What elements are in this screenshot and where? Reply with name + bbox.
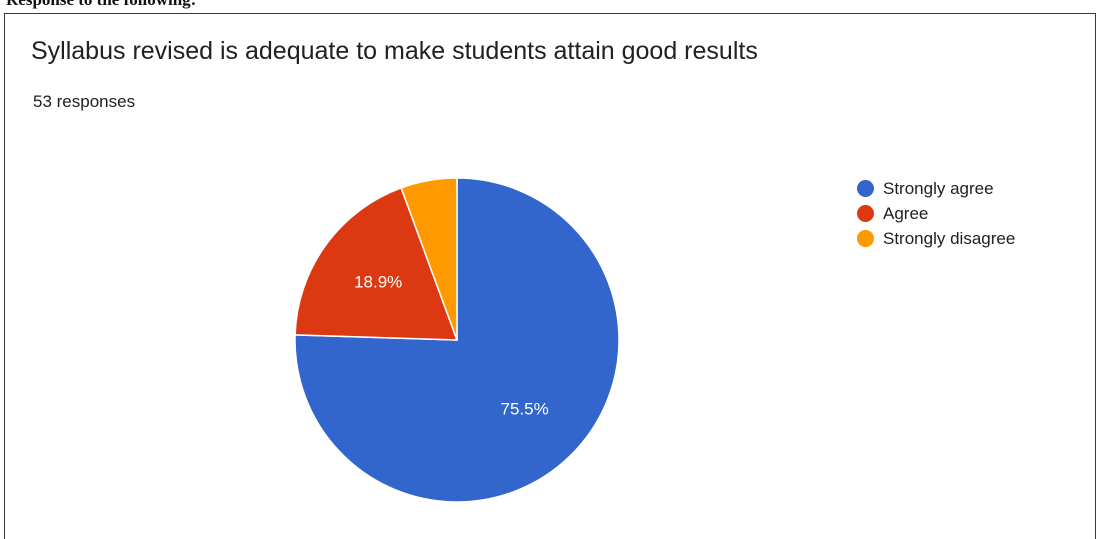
slice-label-strongly-agree: 75.5% xyxy=(500,399,548,418)
legend-swatch xyxy=(857,205,874,222)
legend-label: Agree xyxy=(883,203,929,223)
legend-item-agree[interactable]: Agree xyxy=(857,201,1015,226)
legend-label: Strongly agree xyxy=(883,178,994,198)
slice-label-agree: 18.9% xyxy=(354,273,402,292)
legend-label: Strongly disagree xyxy=(883,228,1016,248)
legend-swatch xyxy=(857,230,874,247)
legend-swatch xyxy=(857,180,874,197)
legend-item-strongly-agree[interactable]: Strongly agree xyxy=(857,176,1015,201)
pie-slice-agree[interactable] xyxy=(294,186,459,341)
response-count: 53 responses xyxy=(33,92,136,111)
legend-item-strongly-disagree[interactable]: Strongly disagree xyxy=(857,226,1015,251)
page-heading-text: Response to the following: xyxy=(6,0,196,8)
legend: Strongly agree Agree Strongly disagree xyxy=(857,176,1015,251)
page-heading: Response to the following: xyxy=(0,0,1102,20)
pie-slice-strongly-disagree[interactable] xyxy=(400,177,458,341)
chart-title: Syllabus revised is adequate to make stu… xyxy=(31,37,758,65)
